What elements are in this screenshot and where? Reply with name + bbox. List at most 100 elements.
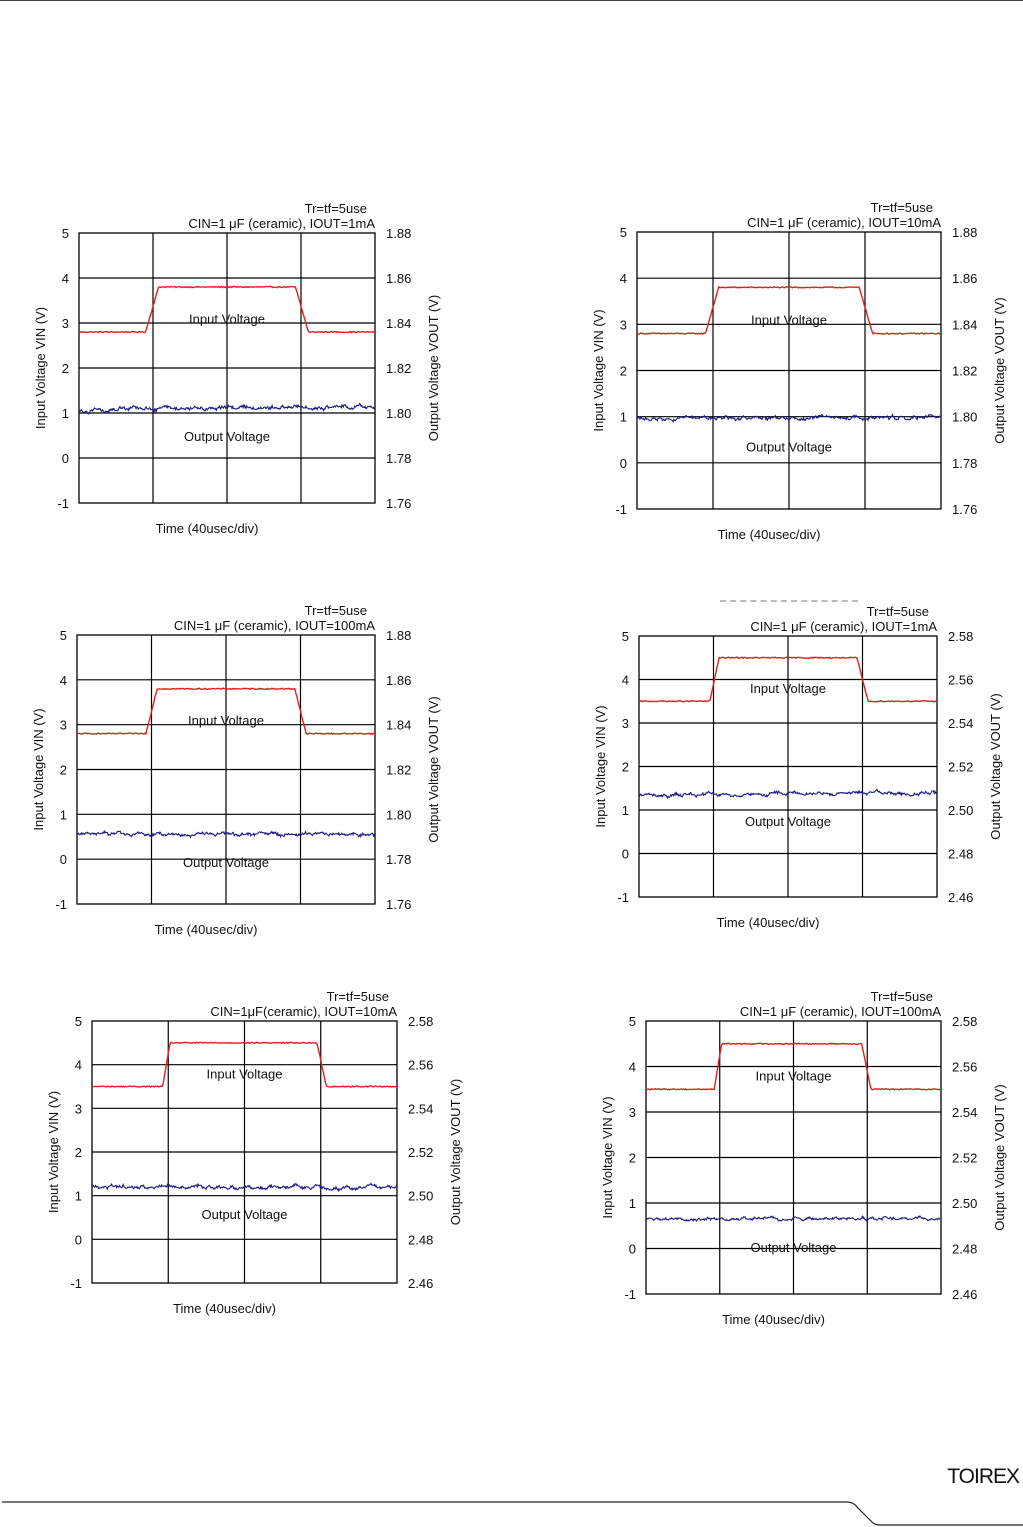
y-axis-label-right: Output Voltage VOUT (V) [992,1084,1007,1230]
y-axis-label-right: Output Voltage VOUT (V) [426,295,441,441]
chart-subtitle-timing: Tr=tf=5use [871,989,933,1004]
y-axis-label-left: Input Voltage VIN (V) [591,309,606,431]
y-tick-left: 2 [622,760,629,775]
y-tick-right: 2.50 [408,1189,433,1204]
y-axis-label-left: Input Voltage VIN (V) [46,1091,61,1213]
y-tick-right: 2.50 [952,1196,977,1211]
chart-subtitle-timing: Tr=tf=5use [871,200,933,215]
clipped-heading-remnant [720,600,858,605]
series-output-voltage [636,412,942,423]
x-axis-label: Time (40usec/div) [156,521,259,536]
y-tick-left: 2 [75,1145,82,1160]
y-tick-left: 4 [622,673,629,688]
y-tick-left: 1 [60,807,67,822]
series-input-voltage [78,285,376,334]
chart-title-conditions: CIN=1 μF (ceramic), IOUT=100mA [740,1004,941,1019]
y-tick-left: 1 [629,1196,636,1211]
annotation-input-voltage: Input Voltage [188,713,264,728]
y-tick-right: 1.76 [386,496,411,511]
y-tick-left: 0 [622,847,629,862]
y-tick-right: 1.86 [952,271,977,286]
chart-title-conditions: CIN=1μF(ceramic), IOUT=10mA [210,1004,397,1019]
y-tick-left: 3 [622,716,629,731]
chart-subtitle-timing: Tr=tf=5use [305,603,367,618]
x-axis-label: Time (40usec/div) [722,1312,825,1327]
y-tick-left: 5 [622,629,629,644]
y-tick-left: 4 [60,673,67,688]
x-axis-label: Time (40usec/div) [717,915,820,930]
y-axis-label-left: Input Voltage VIN (V) [31,708,46,830]
y-tick-left: 5 [60,628,67,643]
x-axis-label: Time (40usec/div) [173,1301,276,1316]
y-tick-left: 4 [629,1060,636,1075]
torex-logo: TOIREX [947,1465,1020,1488]
y-tick-right: 2.56 [948,673,973,688]
y-tick-left: -1 [57,496,69,511]
series-input-voltage [638,656,938,703]
y-tick-right: 1.80 [386,406,411,421]
y-tick-left: 1 [622,803,629,818]
y-tick-left: 4 [75,1058,82,1073]
y-tick-right: 1.76 [386,897,411,912]
y-tick-right: 1.80 [386,807,411,822]
y-tick-right: 2.50 [948,803,973,818]
footer-rule [2,1501,1023,1526]
y-tick-left: 5 [629,1014,636,1029]
y-tick-right: 2.48 [408,1232,433,1247]
y-tick-left: 3 [629,1105,636,1120]
y-tick-right: 2.52 [408,1145,433,1160]
y-tick-left: 5 [62,226,69,241]
y-tick-left: 4 [620,271,627,286]
y-tick-left: 5 [620,225,627,240]
y-tick-right: 1.82 [952,364,977,379]
chart-subtitle-timing: Tr=tf=5use [327,989,389,1004]
y-tick-left: 0 [62,451,69,466]
chart-group: 5 4 3 2 1 0 -1 2.58 2.56 2.54 2.52 2.50 2.48 2.46 Inpu… [600,989,1007,1327]
chart-subtitle-timing: Tr=tf=5use [305,201,367,216]
chart-group: 5 4 3 2 1 0 -1 1.88 1.86 1.84 1.82 1.80 1.78 1.76 Inpu… [31,603,441,937]
y-tick-right: 1.86 [386,673,411,688]
chart-title-conditions: CIN=1 μF (ceramic), IOUT=100mA [174,618,375,633]
annotation-output-voltage: Output Voltage [746,439,832,454]
y-tick-left: -1 [615,502,627,517]
y-tick-right: 1.76 [952,502,977,517]
y-tick-right: 2.54 [952,1105,977,1120]
chart-group: 5 4 3 2 1 0 -1 2.58 2.56 2.54 2.52 2.50 2.48 2.46 Inpu… [593,604,1003,930]
series-output-voltage [638,788,938,800]
top-rule [0,0,1023,1]
series-output-voltage [91,1182,398,1193]
chart-group: 5 4 3 2 1 0 -1 2.58 2.56 2.54 2.52 2.50 2.48 2.46 Inpu… [46,989,463,1316]
y-tick-left: -1 [70,1276,82,1291]
y-tick-left: 3 [60,718,67,733]
plot-frame [76,634,376,905]
y-tick-right: 1.78 [386,852,411,867]
y-tick-left: -1 [624,1287,636,1302]
y-tick-right: 2.56 [408,1058,433,1073]
y-tick-left: 0 [620,456,627,471]
y-tick-right: 2.52 [948,760,973,775]
y-tick-right: 2.54 [948,716,973,731]
y-axis-label-left: Input Voltage VIN (V) [33,307,48,429]
y-tick-right: 2.52 [952,1151,977,1166]
y-tick-right: 2.46 [948,890,973,905]
y-tick-right: 2.58 [952,1014,977,1029]
y-tick-right: 2.48 [948,847,973,862]
y-tick-left: 3 [620,317,627,332]
y-axis-label-right: Output Voltage VOUT (V) [988,693,1003,839]
y-tick-left: 1 [62,406,69,421]
y-tick-left: 1 [620,410,627,425]
y-tick-right: 1.84 [952,317,977,332]
y-tick-left: 0 [75,1232,82,1247]
y-tick-right: 2.54 [408,1101,433,1116]
y-tick-right: 1.88 [386,628,411,643]
plot-frame [78,232,376,504]
y-tick-left: 0 [60,852,67,867]
y-tick-right: 1.80 [952,410,977,425]
y-tick-right: 1.82 [386,763,411,778]
annotation-output-voltage: Output Voltage [745,814,831,829]
